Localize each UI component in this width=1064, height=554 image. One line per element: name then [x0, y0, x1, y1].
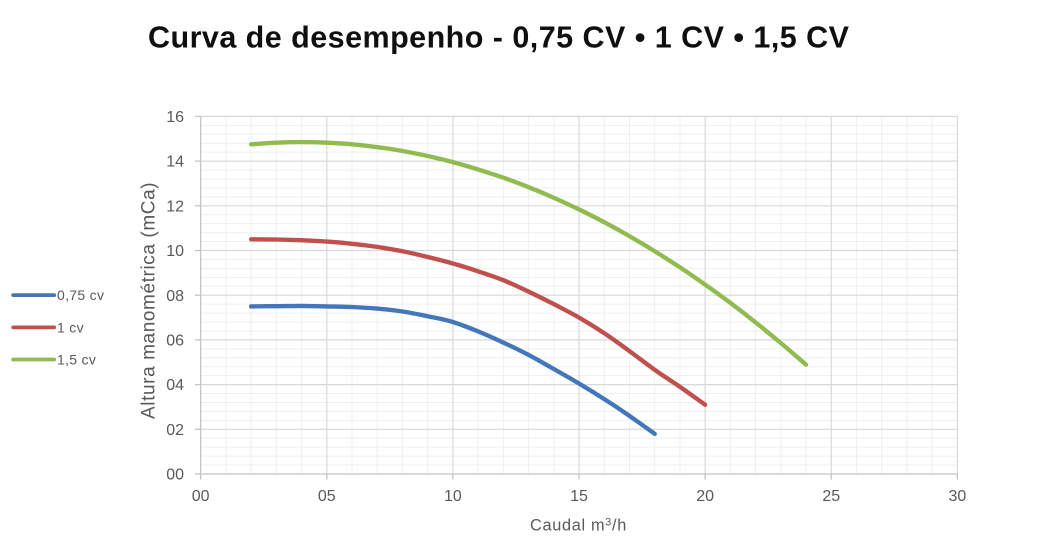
svg-text:1 cv: 1 cv — [57, 319, 84, 335]
svg-text:25: 25 — [822, 488, 840, 505]
svg-text:00: 00 — [192, 488, 210, 505]
svg-text:10: 10 — [444, 488, 462, 505]
svg-text:30: 30 — [949, 488, 967, 505]
svg-text:04: 04 — [166, 377, 184, 394]
svg-text:Caudal m3/h: Caudal m3/h — [530, 516, 627, 534]
svg-text:Curva de desempenho - 0,75 CV: Curva de desempenho - 0,75 CV • 1 CV • 1… — [148, 21, 850, 55]
svg-text:10: 10 — [166, 243, 184, 260]
svg-text:15: 15 — [570, 488, 588, 505]
svg-text:05: 05 — [318, 488, 336, 505]
svg-text:Altura manométrica (mCa): Altura manométrica (mCa) — [139, 182, 160, 419]
svg-text:00: 00 — [166, 467, 184, 484]
svg-text:20: 20 — [696, 488, 714, 505]
svg-text:02: 02 — [166, 422, 184, 439]
svg-text:12: 12 — [166, 198, 184, 215]
svg-text:16: 16 — [166, 109, 184, 126]
svg-text:08: 08 — [166, 288, 184, 305]
svg-text:14: 14 — [166, 154, 184, 171]
svg-text:0,75 cv: 0,75 cv — [57, 287, 104, 303]
svg-text:1,5 cv: 1,5 cv — [57, 352, 96, 368]
svg-text:06: 06 — [166, 333, 184, 350]
